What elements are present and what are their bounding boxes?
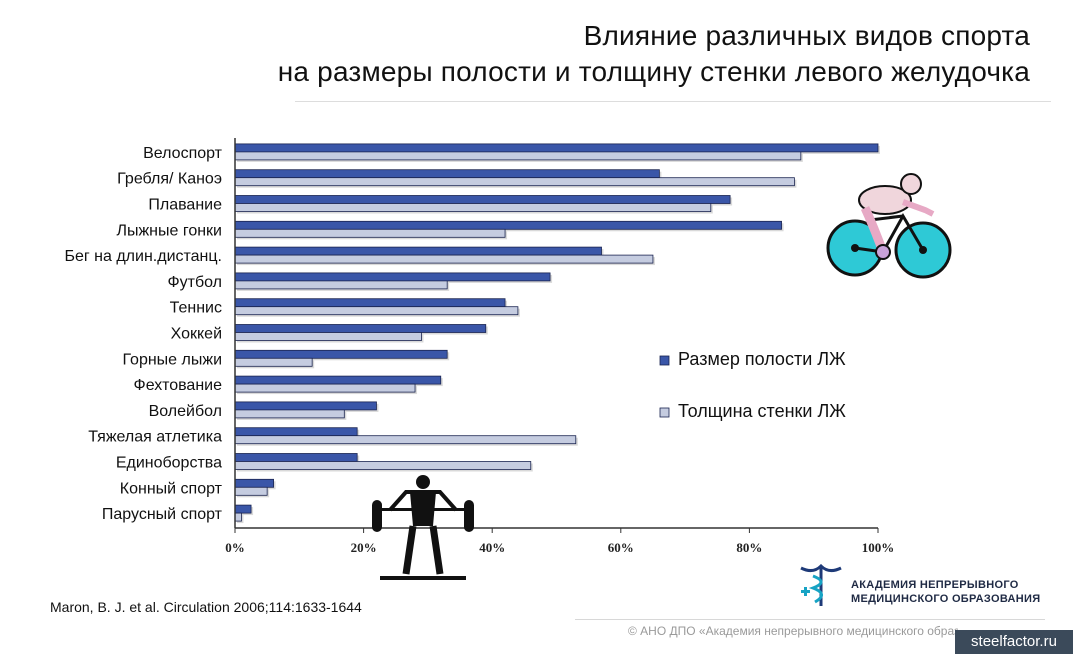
bar-cavity-size — [234, 478, 274, 488]
bar-wall-thickness — [234, 512, 242, 522]
category-label: Лыжные гонки — [116, 222, 222, 239]
title-divider — [295, 101, 1051, 102]
category-label: Плавание — [148, 197, 222, 214]
bar-cavity-size — [234, 375, 442, 385]
bar-cavity-size — [234, 298, 506, 308]
category-label: Тяжелая атлетика — [88, 429, 222, 446]
bar-cavity-size — [234, 195, 731, 204]
bar-wall-thickness — [234, 486, 268, 496]
category-label: Футбол — [167, 274, 222, 291]
academy-logo: АКАДЕМИЯ НЕПРЕРЫВНОГО МЕДИЦИНСКОГО ОБРАЗ… — [795, 560, 1055, 612]
category-label: Горные лыжи — [122, 351, 222, 368]
watermark-badge: steelfactor.ru — [955, 630, 1073, 654]
bar-wall-thickness — [234, 280, 448, 290]
category-labels: Велоспорт Гребля/ Каноэ Плавание Лыжные гон… — [64, 145, 222, 523]
legend-swatch — [659, 407, 670, 418]
bar-wall-thickness — [234, 461, 532, 470]
category-label: Теннис — [170, 300, 222, 317]
bar-wall-thickness — [234, 306, 519, 316]
x-tick-label: 40% — [479, 540, 505, 555]
category-label: Единоборства — [116, 455, 222, 472]
legend-label: Размер полости ЛЖ — [678, 349, 846, 369]
bar-cavity-size — [234, 169, 660, 179]
x-tick-label: 60% — [608, 540, 634, 555]
x-tick-label: 100% — [862, 540, 895, 555]
x-axis-ticks: 0% 20% 40% 60% 80% 100% — [225, 528, 894, 555]
logo-line-2: МЕДИЦИНСКОГО ОБРАЗОВАНИЯ — [851, 593, 1041, 605]
bar-wall-thickness — [234, 254, 654, 264]
bar-wall-thickness — [234, 177, 795, 187]
bars-group — [234, 143, 880, 524]
bar-wall-thickness — [234, 383, 416, 393]
legend-label: Толщина стенки ЛЖ — [678, 401, 846, 421]
legend-swatch — [659, 355, 670, 366]
title-line-2: на размеры полости и толщину стенки лево… — [277, 56, 1030, 87]
copyright-text: © АНО ДПО «Академия непрерывного медицин… — [628, 624, 958, 638]
cyclist-icon — [826, 173, 952, 279]
bar-cavity-size — [234, 453, 358, 462]
bar-cavity-size — [234, 143, 879, 153]
footer-divider — [575, 619, 1045, 620]
bar-cavity-size — [234, 324, 487, 333]
bar-cavity-size — [234, 220, 782, 230]
bar-wall-thickness — [234, 435, 577, 445]
x-tick-label: 80% — [736, 540, 762, 555]
category-label: Хоккей — [171, 326, 222, 343]
category-label: Велоспорт — [143, 145, 223, 162]
logo-line-1: АКАДЕМИЯ НЕПРЕРЫВНОГО — [851, 579, 1019, 591]
title-line-1: Влияние различных видов спорта — [583, 20, 1030, 51]
bar-cavity-size — [234, 504, 252, 514]
bar-wall-thickness — [234, 409, 345, 419]
category-label: Бег на длин.дистанц. — [64, 248, 222, 265]
x-tick-label: 20% — [351, 540, 377, 555]
bar-cavity-size — [234, 427, 358, 437]
logo-text: АКАДЕМИЯ НЕПРЕРЫВНОГО МЕДИЦИНСКОГО ОБРАЗ… — [851, 578, 1040, 606]
category-label: Конный спорт — [120, 480, 223, 497]
bar-cavity-size — [234, 401, 377, 411]
bar-cavity-size — [234, 272, 551, 282]
bar-cavity-size — [234, 349, 448, 359]
bar-cavity-size — [234, 246, 602, 256]
x-tick-label: 0% — [225, 540, 245, 555]
category-label: Гребля/ Каноэ — [117, 171, 222, 188]
page-title: Влияние различных видов спорта на размер… — [278, 18, 1030, 90]
bar-wall-thickness — [234, 228, 506, 238]
source-citation: Maron, B. J. et al. Circulation 2006;114… — [50, 599, 362, 615]
bar-wall-thickness — [234, 357, 313, 367]
weightlifter-icon — [372, 475, 474, 580]
caduceus-logo-icon — [800, 563, 842, 606]
category-label: Парусный спорт — [102, 506, 223, 523]
bar-wall-thickness — [234, 332, 422, 341]
category-label: Фехтование — [134, 377, 223, 394]
bar-wall-thickness — [234, 151, 802, 161]
legend: Размер полости ЛЖ Толщина стенки ЛЖ — [659, 349, 846, 421]
bar-wall-thickness — [234, 203, 712, 212]
category-label: Волейбол — [149, 403, 222, 420]
